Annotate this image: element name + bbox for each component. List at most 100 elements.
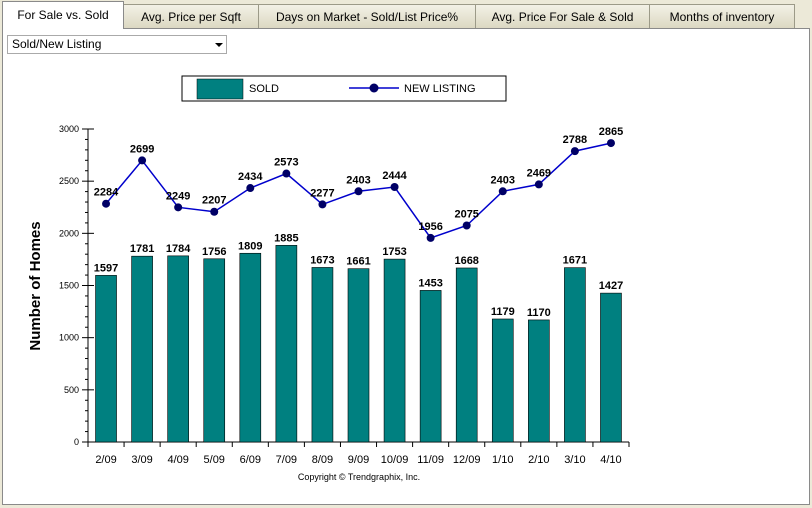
tab-avg-price-per-sqft[interactable]: Avg. Price per Sqft — [123, 4, 259, 28]
legend: SOLD NEW LISTING — [181, 75, 507, 102]
legend-sold-label: SOLD — [249, 83, 279, 95]
bar-value-label: 1784 — [166, 243, 191, 255]
new-listing-point — [390, 183, 399, 192]
y-tick-label: 500 — [64, 385, 79, 395]
x-tick-label: 8/09 — [312, 454, 333, 466]
legend-sold-swatch — [196, 78, 244, 100]
x-tick-label: 1/10 — [492, 454, 513, 466]
bar-value-label: 1781 — [130, 243, 154, 255]
bar-value-label: 1668 — [454, 255, 478, 267]
bar-value-label: 1753 — [382, 246, 406, 258]
new-listing-point — [282, 169, 291, 178]
bar-value-label: 1597 — [94, 262, 118, 274]
bar-sold — [419, 290, 442, 443]
point-value-label: 2699 — [130, 143, 154, 155]
tab-for-sale-vs-sold[interactable]: For Sale vs. Sold — [2, 1, 124, 29]
new-listing-point — [318, 200, 327, 209]
point-value-label: 2075 — [454, 209, 478, 221]
new-listing-point — [246, 184, 255, 193]
point-value-label: 1956 — [418, 221, 442, 233]
point-value-label: 2403 — [491, 174, 515, 186]
chevron-down-icon — [215, 43, 223, 47]
bar-sold — [131, 255, 153, 443]
bar-sold — [455, 267, 478, 443]
dropdown-value: Sold/New Listing — [12, 37, 102, 51]
bar-sold — [203, 258, 226, 443]
point-value-label: 2788 — [563, 134, 587, 146]
x-tick-label: 12/09 — [453, 454, 481, 466]
bar-value-label: 1671 — [563, 255, 587, 267]
x-tick-label: 6/09 — [240, 454, 261, 466]
bar-value-label: 1885 — [274, 232, 298, 244]
new-listing-point — [102, 199, 111, 208]
bar-value-label: 1756 — [202, 246, 226, 258]
legend-new-listing-marker — [369, 83, 379, 93]
y-tick-label: 1000 — [59, 333, 79, 343]
y-tick-label: 2500 — [59, 176, 79, 186]
x-tick-label: 2/10 — [528, 454, 549, 466]
x-tick-label: 9/09 — [348, 454, 369, 466]
new-listing-point — [138, 156, 147, 165]
point-value-label: 2403 — [346, 174, 370, 186]
legend-new-listing-label: NEW LISTING — [404, 83, 476, 95]
x-tick-label: 2/09 — [95, 454, 116, 466]
copyright-footer: Copyright © Trendgraphix, Inc. — [298, 472, 420, 482]
bar-sold — [491, 318, 514, 443]
bar-sold — [239, 252, 262, 443]
bar-value-label: 1809 — [238, 240, 262, 252]
tab-months-of-inventory[interactable]: Months of inventory — [649, 4, 795, 28]
x-tick-label: 4/09 — [167, 454, 188, 466]
tab-avg-price-for-sale-and-sold[interactable]: Avg. Price For Sale & Sold — [475, 4, 650, 28]
new-listing-point — [606, 139, 615, 148]
point-value-label: 2573 — [274, 157, 298, 169]
plot-area: 0 500 1000 1500 2000 2500 3000 1597 1781 1784 1756… — [59, 124, 630, 466]
bar-sold — [95, 275, 117, 443]
x-tick-label: 4/10 — [600, 454, 621, 466]
bar-value-label: 1661 — [346, 256, 370, 268]
bar-sold — [383, 258, 406, 443]
bar-value-label: 1427 — [599, 280, 623, 292]
point-value-label: 2469 — [527, 167, 551, 179]
y-tick-label: 2000 — [59, 228, 79, 238]
bar-sold — [275, 245, 298, 443]
point-value-label: 2865 — [599, 126, 623, 138]
bar-value-label: 1673 — [310, 254, 334, 266]
x-tick-label: 5/09 — [204, 454, 225, 466]
bar-sold — [167, 255, 189, 443]
chart-type-dropdown[interactable]: Sold/New Listing — [7, 35, 227, 54]
point-value-label: 2444 — [382, 170, 407, 182]
x-tick-label: 11/09 — [417, 454, 444, 466]
bar-value-label: 1453 — [418, 277, 442, 289]
x-tick-label: 10/09 — [381, 454, 409, 466]
x-tick-label: 3/09 — [131, 454, 152, 466]
point-value-label: 2284 — [94, 187, 119, 199]
new-listing-point — [462, 221, 471, 230]
bar-sold — [528, 319, 550, 443]
point-value-label: 2277 — [310, 187, 334, 199]
bar-value-label: 1170 — [527, 307, 551, 319]
bar-value-label: 1179 — [491, 306, 515, 318]
tab-days-on-market[interactable]: Days on Market - Sold/List Price% — [258, 4, 476, 28]
point-value-label: 2434 — [238, 171, 263, 183]
tab-bar: For Sale vs. Sold Avg. Price per Sqft Da… — [0, 0, 812, 29]
point-value-label: 2249 — [166, 190, 190, 202]
point-value-label: 2207 — [202, 195, 226, 207]
y-axis-label: Number of Homes — [27, 221, 44, 350]
y-tick-label: 0 — [74, 437, 79, 447]
x-tick-label: 3/10 — [564, 454, 585, 466]
y-tick-label: 3000 — [59, 124, 79, 134]
bar-sold — [311, 267, 334, 443]
new-listing-point — [498, 187, 507, 196]
bar-sold — [600, 292, 622, 443]
new-listing-point — [426, 233, 435, 242]
y-tick-label: 1500 — [59, 281, 79, 291]
x-tick-label: 7/09 — [276, 454, 297, 466]
new-listing-point — [534, 180, 543, 189]
new-listing-point — [570, 147, 579, 156]
new-listing-point — [210, 207, 219, 216]
new-listing-point — [174, 203, 183, 212]
new-listing-point — [354, 187, 363, 196]
bar-sold — [564, 267, 586, 443]
bar-sold — [347, 268, 370, 443]
